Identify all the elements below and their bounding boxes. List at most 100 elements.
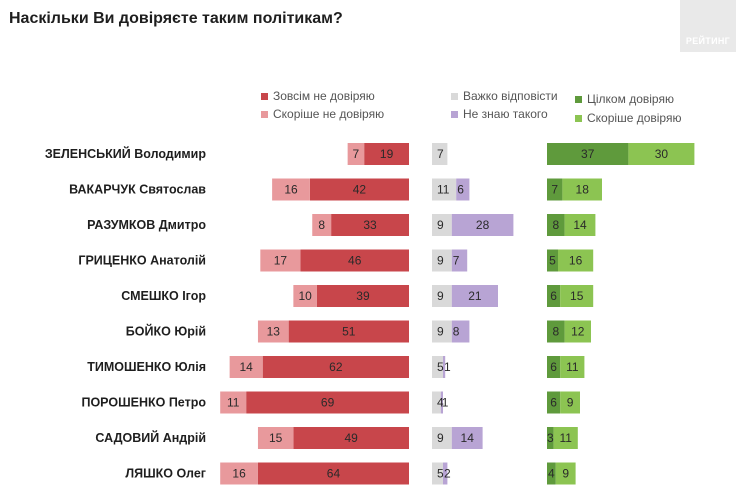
label-distrust-rather-5: 13	[267, 325, 281, 339]
bar-trust-rather-4	[560, 285, 594, 307]
label-dont-know-6: 1	[444, 360, 451, 374]
legend-label-5: Скоріше довіряю	[587, 111, 681, 125]
bar-dont-know-6	[443, 356, 446, 378]
politician-name-6: ТИМОШЕНКО Юлія	[87, 360, 206, 374]
bar-trust-full-9	[547, 462, 556, 485]
label-trust-rather-7: 9	[567, 396, 574, 410]
legend-label-1: Скоріше не довіряю	[273, 107, 384, 121]
label-hard-to-say-5: 9	[437, 325, 444, 339]
bar-distrust-rather-7	[220, 391, 247, 414]
rating-logo: РЕЙТИНГ	[680, 0, 736, 52]
label-hard-to-say-9: 5	[437, 467, 444, 481]
label-distrust-rather-7: 11	[227, 396, 240, 410]
label-hard-to-say-2: 9	[437, 218, 444, 232]
label-distrust-rather-6: 14	[239, 360, 253, 374]
bar-distrust-full-7	[246, 391, 409, 414]
label-trust-rather-4: 15	[570, 289, 584, 303]
bar-distrust-full-6	[262, 356, 409, 378]
label-distrust-rather-2: 8	[318, 218, 325, 232]
label-hard-to-say-6: 5	[437, 360, 444, 374]
bar-hard-to-say-6	[432, 356, 443, 378]
bar-distrust-full-8	[293, 427, 409, 449]
logo-text: РЕЙТИНГ	[685, 36, 731, 46]
bar-dont-know-3	[451, 249, 468, 272]
bar-trust-full-3	[547, 249, 558, 272]
bar-distrust-rather-0	[347, 143, 365, 165]
label-trust-full-7: 6	[550, 396, 557, 410]
politician-name-7: ПОРОШЕНКО Петро	[81, 396, 206, 410]
label-hard-to-say-1: 11	[437, 183, 450, 197]
label-trust-rather-9: 9	[562, 467, 569, 481]
bar-distrust-rather-3	[260, 249, 301, 272]
politician-name-5: БОЙКО Юрій	[126, 324, 206, 339]
bar-trust-full-7	[547, 391, 561, 414]
label-hard-to-say-0: 7	[437, 147, 444, 161]
label-dont-know-9: 2	[444, 467, 451, 481]
label-distrust-full-1: 42	[353, 183, 367, 197]
bar-distrust-full-5	[288, 320, 409, 343]
label-distrust-full-3: 46	[348, 254, 362, 268]
bar-trust-rather-8	[553, 427, 578, 449]
label-distrust-rather-3: 17	[274, 254, 288, 268]
label-trust-full-3: 5	[549, 254, 556, 268]
label-trust-rather-0: 30	[655, 147, 669, 161]
bar-trust-full-0	[547, 143, 629, 165]
bar-distrust-full-2	[331, 214, 409, 236]
bar-hard-to-say-9	[432, 462, 443, 485]
bar-trust-full-8	[547, 427, 554, 449]
label-trust-full-4: 6	[550, 289, 557, 303]
label-distrust-full-0: 19	[380, 147, 394, 161]
label-distrust-full-5: 51	[342, 325, 356, 339]
legend-label-0: Зовсім не довіряю	[273, 89, 375, 103]
label-dont-know-5: 8	[453, 325, 460, 339]
label-distrust-rather-0: 7	[353, 147, 360, 161]
label-trust-full-1: 7	[551, 183, 558, 197]
label-trust-full-0: 37	[581, 147, 595, 161]
label-distrust-rather-1: 16	[284, 183, 298, 197]
label-trust-rather-5: 12	[571, 325, 585, 339]
label-distrust-full-7: 69	[321, 396, 335, 410]
bar-hard-to-say-8	[432, 427, 452, 449]
bar-hard-to-say-3	[432, 249, 452, 272]
label-distrust-full-9: 64	[327, 467, 341, 481]
label-trust-rather-6: 11	[566, 360, 579, 374]
bar-distrust-rather-8	[257, 427, 294, 449]
bar-trust-rather-1	[562, 178, 602, 201]
bar-trust-rather-6	[560, 356, 585, 378]
chart-title: Наскільки Ви довіряєте таким політикам?	[9, 10, 343, 27]
bar-trust-rather-7	[560, 391, 580, 414]
label-dont-know-1: 6	[457, 183, 464, 197]
politician-name-8: САДОВИЙ Андрій	[95, 430, 206, 445]
bar-trust-full-4	[547, 285, 561, 307]
label-hard-to-say-4: 9	[437, 289, 444, 303]
legend-swatch-1	[261, 111, 268, 118]
bar-dont-know-5	[451, 320, 470, 343]
bar-distrust-full-9	[257, 462, 409, 485]
label-dont-know-4: 21	[468, 289, 482, 303]
bar-trust-full-2	[547, 214, 565, 236]
bar-distrust-rather-5	[257, 320, 289, 343]
label-distrust-rather-8: 15	[269, 431, 283, 445]
label-hard-to-say-3: 9	[437, 254, 444, 268]
bar-distrust-rather-4	[293, 285, 317, 307]
bar-trust-rather-2	[564, 214, 596, 236]
label-hard-to-say-7: 4	[437, 396, 444, 410]
bar-trust-rather-5	[564, 320, 591, 343]
bar-hard-to-say-2	[432, 214, 452, 236]
label-trust-full-5: 8	[552, 325, 559, 339]
label-trust-rather-2: 14	[573, 218, 587, 232]
politician-name-0: ЗЕЛЕНСЬКИЙ Володимир	[45, 146, 207, 161]
bar-distrust-rather-2	[312, 214, 332, 236]
bar-trust-rather-0	[628, 143, 695, 165]
label-dont-know-2: 28	[476, 218, 490, 232]
label-distrust-full-2: 33	[363, 218, 377, 232]
legend-swatch-4	[575, 96, 582, 103]
bar-hard-to-say-4	[432, 285, 452, 307]
bar-hard-to-say-7	[432, 391, 441, 414]
bar-distrust-full-3	[300, 249, 409, 272]
bar-dont-know-2	[451, 214, 514, 236]
legend-swatch-3	[451, 111, 458, 118]
label-dont-know-7: 1	[442, 396, 449, 410]
bar-hard-to-say-1	[432, 178, 457, 201]
